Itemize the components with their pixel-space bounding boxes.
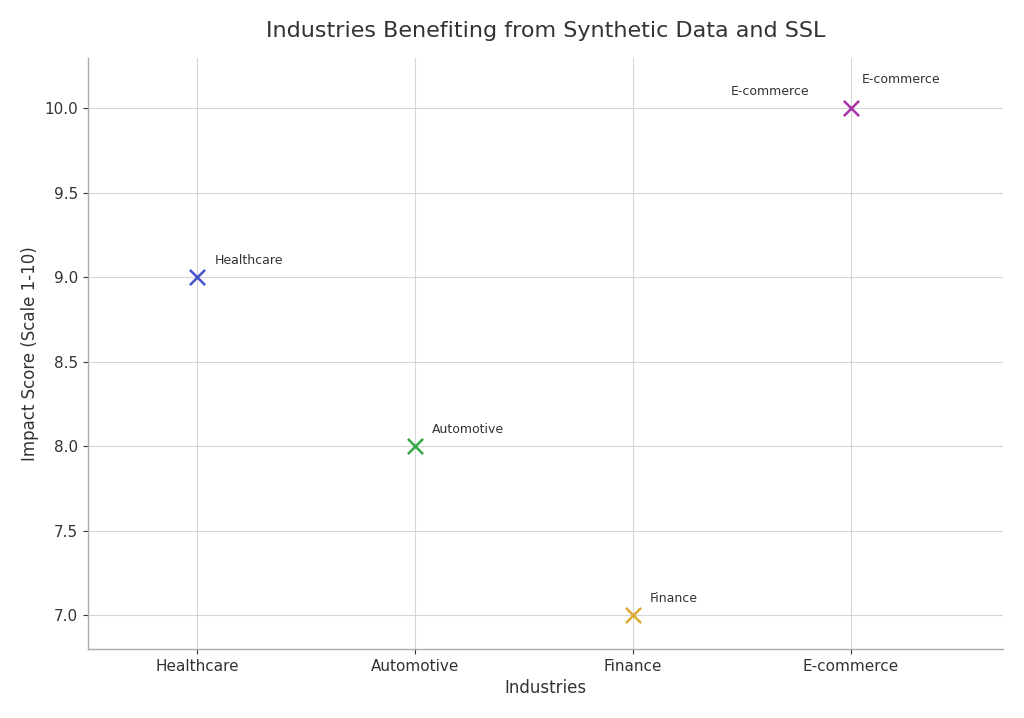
Text: E-commerce: E-commerce: [861, 73, 940, 86]
Point: [407, 440, 423, 452]
Point: [188, 271, 205, 283]
Text: Automotive: Automotive: [432, 423, 504, 436]
Y-axis label: Impact Score (Scale 1-10): Impact Score (Scale 1-10): [20, 246, 39, 461]
Point: [843, 103, 859, 114]
Text: Finance: Finance: [650, 592, 698, 605]
Title: Industries Benefiting from Synthetic Data and SSL: Industries Benefiting from Synthetic Dat…: [266, 21, 825, 41]
X-axis label: Industries: Industries: [505, 679, 587, 697]
Point: [625, 610, 641, 621]
Text: Healthcare: Healthcare: [214, 253, 283, 267]
Text: E-commerce: E-commerce: [731, 85, 809, 98]
